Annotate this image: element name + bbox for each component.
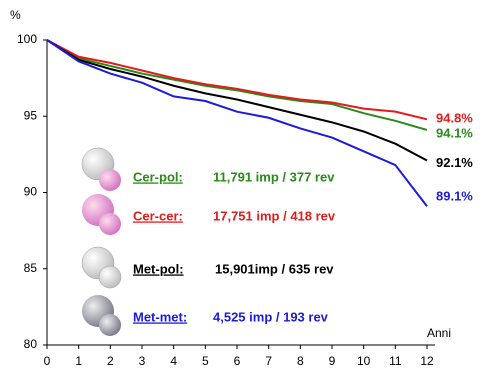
x-tick-label: 7 <box>265 354 272 368</box>
x-tick-label: 8 <box>297 354 304 368</box>
x-axis-label: Anni <box>427 326 451 340</box>
legend-detail: 17,751 imp / 418 rev <box>213 208 336 223</box>
legend-name: Met-pol: <box>133 261 184 276</box>
x-tick-label: 9 <box>329 354 336 368</box>
x-tick-label: 11 <box>389 354 402 368</box>
y-tick-label: 100 <box>17 32 37 46</box>
y-tick-label: 85 <box>24 261 38 275</box>
x-tick-label: 4 <box>170 354 177 368</box>
y-axis-label: % <box>10 8 21 22</box>
series-line <box>46 39 428 162</box>
x-tick-label: 6 <box>234 354 241 368</box>
end-label: 94.8% <box>436 111 473 126</box>
x-tick-label: 10 <box>357 354 371 368</box>
legend-detail: 15,901imp / 635 rev <box>215 261 334 276</box>
x-tick-label: 5 <box>202 354 209 368</box>
x-tick-label: 3 <box>139 354 146 368</box>
y-tick-label: 90 <box>24 185 38 199</box>
series-line <box>46 39 428 131</box>
end-label: 89.1% <box>436 189 473 204</box>
x-tick-label: 12 <box>420 354 434 368</box>
series-line <box>46 39 428 121</box>
legend-name: Cer-pol: <box>133 169 183 184</box>
x-tick-label: 2 <box>107 354 114 368</box>
legend-icons <box>81 147 122 336</box>
x-tick-label: 0 <box>44 354 51 368</box>
legend-name: Met-met: <box>133 309 187 324</box>
legend-detail: 11,791 imp / 377 rev <box>213 169 335 184</box>
end-label: 94.1% <box>436 125 473 140</box>
series-line <box>46 39 428 207</box>
end-label: 92.1% <box>436 155 473 170</box>
y-tick-label: 95 <box>24 108 38 122</box>
x-tick-label: 1 <box>75 354 82 368</box>
legend-name: Cer-cer: <box>133 208 183 223</box>
y-tick-label: 80 <box>24 337 38 351</box>
legend-detail: 4,525 imp / 193 rev <box>213 309 329 324</box>
